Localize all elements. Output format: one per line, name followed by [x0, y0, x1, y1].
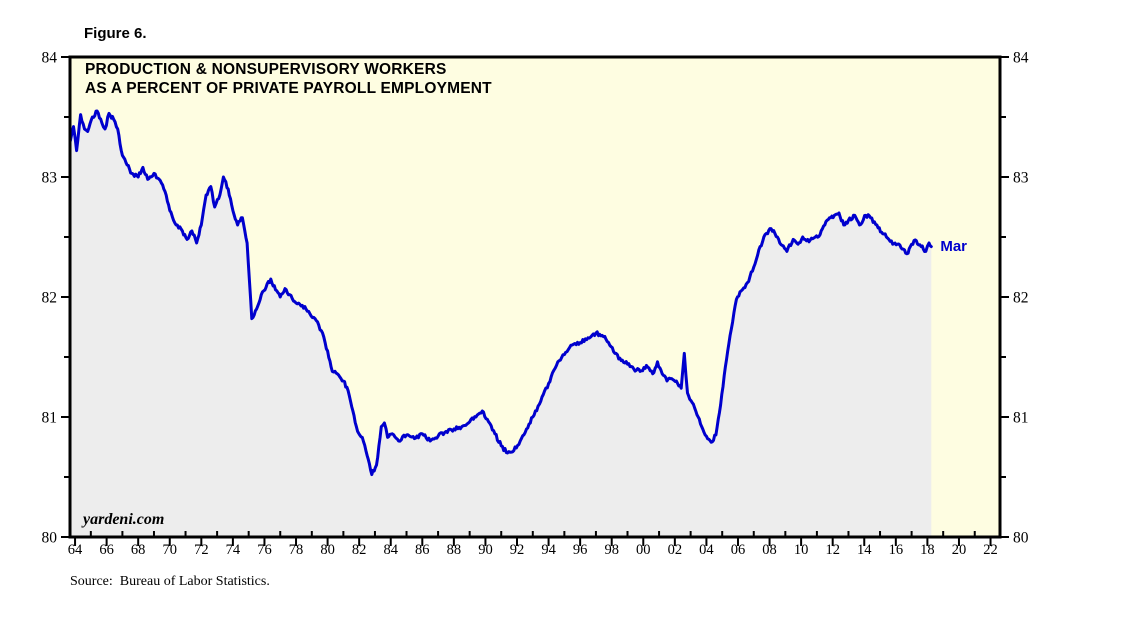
x-axis-label: 68: [131, 542, 146, 558]
y-axis-label-right: 81: [1013, 410, 1029, 427]
x-axis-label: 00: [636, 542, 651, 558]
x-axis-label: 90: [478, 542, 493, 558]
x-axis-label: 10: [794, 542, 809, 558]
y-axis-label-left: 82: [42, 290, 58, 307]
x-axis-label: 88: [447, 542, 462, 558]
y-axis-label-left: 83: [42, 170, 58, 187]
x-axis-label: 92: [510, 542, 525, 558]
x-axis-label: 70: [163, 542, 178, 558]
x-axis-label: 06: [731, 542, 746, 558]
series-area-fill: [70, 111, 932, 537]
y-axis-label-right: 80: [1013, 530, 1029, 547]
x-axis-label: 74: [226, 542, 241, 558]
x-axis-label: 02: [668, 542, 683, 558]
x-axis-label: 14: [857, 542, 872, 558]
x-axis-label: 84: [383, 542, 398, 558]
x-axis-label: 20: [952, 542, 967, 558]
x-axis-label: 18: [920, 542, 935, 558]
chart-title: PRODUCTION & NONSUPERVISORY WORKERS AS A…: [85, 61, 492, 98]
x-axis-label: 86: [415, 542, 430, 558]
x-axis-label: 98: [604, 542, 619, 558]
y-axis-label-left: 81: [42, 410, 58, 427]
y-axis-label-right: 83: [1013, 170, 1029, 187]
x-axis-label: 80: [320, 542, 335, 558]
y-axis-label-left: 84: [42, 50, 58, 67]
x-axis-label: 82: [352, 542, 367, 558]
chart-title-line2: AS A PERCENT OF PRIVATE PAYROLL EMPLOYME…: [85, 79, 492, 97]
watermark-yardeni: yardeni.com: [83, 511, 165, 528]
x-axis-label: 04: [699, 542, 714, 558]
x-axis-label: 22: [983, 542, 998, 558]
x-axis-label: 12: [825, 542, 840, 558]
x-axis-label: 72: [194, 542, 209, 558]
figure-label: Figure 6.: [84, 25, 147, 42]
chart-title-line1: PRODUCTION & NONSUPERVISORY WORKERS: [85, 61, 447, 78]
x-axis-label: 64: [68, 542, 83, 558]
y-axis-label-right: 82: [1013, 290, 1029, 307]
series-line: [68, 109, 933, 477]
x-axis-label: 96: [573, 542, 588, 558]
x-axis-label: 94: [541, 542, 556, 558]
x-axis-label: 66: [99, 542, 114, 558]
series-end-label: Mar: [940, 237, 968, 255]
y-axis-label-right: 84: [1013, 50, 1029, 67]
x-axis-label: 16: [889, 542, 904, 558]
source-note: Source: Bureau of Labor Statistics.: [70, 574, 270, 589]
x-axis-label: 78: [289, 542, 304, 558]
x-axis-label: 08: [762, 542, 777, 558]
x-axis-label: 76: [257, 542, 272, 558]
y-axis-label-left: 80: [42, 530, 58, 547]
